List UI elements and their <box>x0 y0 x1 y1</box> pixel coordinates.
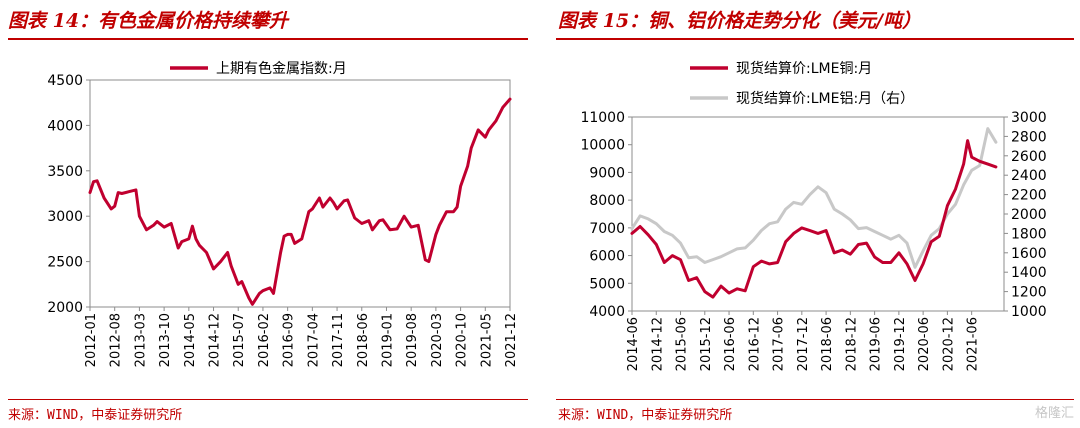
x-tick-label: 2014-12 <box>208 313 223 367</box>
x-tick-label: 2017-12 <box>796 317 811 371</box>
y2-tick-label: 1000 <box>1011 304 1047 320</box>
y2-tick-label: 1600 <box>1011 246 1047 262</box>
y-tick-label: 3500 <box>47 164 83 180</box>
x-tick-label: 2017-06 <box>772 317 787 371</box>
left-panel-title: 图表 14：有色金属价格持续攀升 <box>8 10 289 32</box>
y-tick-label: 2000 <box>47 300 83 316</box>
x-tick-label: 2014-12 <box>650 317 665 371</box>
legend-label-0: 上期有色金属指数:月 <box>216 60 347 77</box>
y2-tick-label: 3000 <box>1011 110 1047 126</box>
y-tick-label: 8000 <box>589 193 625 209</box>
x-tick-label: 2020-10 <box>455 313 470 367</box>
y-tick-label: 10000 <box>580 138 625 154</box>
y-tick-label: 7000 <box>589 221 625 237</box>
y-tick-label: 9000 <box>589 165 625 181</box>
x-tick-label: 2015-06 <box>675 317 690 371</box>
left-bottom-rule <box>8 399 528 400</box>
right-chart: 4000 5000 6000 7000 8000 9000 10000 11000 1000 12… <box>580 60 1047 371</box>
x-tick-label: 2021-06 <box>966 317 981 371</box>
x-tick-label: 2021-12 <box>504 313 519 367</box>
series-line-1 <box>630 127 998 269</box>
x-tick-label: 2019-08 <box>405 313 420 367</box>
x-tick-label: 2017-04 <box>306 313 321 367</box>
plot-frame <box>89 79 511 308</box>
y-tick-label: 3000 <box>47 209 83 225</box>
right-panel-title: 图表 15：铜、铝价格走势分化（美元/吨） <box>558 10 921 32</box>
x-tick-label: 2021-05 <box>479 313 494 367</box>
y-tick-label: 4000 <box>589 304 625 320</box>
y2-tick-label: 2200 <box>1011 188 1047 204</box>
y2-tick-label: 2400 <box>1011 168 1047 184</box>
y2-tick-label: 2600 <box>1011 149 1047 165</box>
x-tick-label: 2020-12 <box>941 317 956 371</box>
left-title-rule <box>8 38 528 40</box>
x-tick-label: 2016-12 <box>747 317 762 371</box>
y2-tick-label: 2800 <box>1011 129 1047 145</box>
x-tick-label: 2016-02 <box>257 313 272 367</box>
x-tick-label: 2014-06 <box>626 317 641 371</box>
x-tick-label: 2015-07 <box>232 313 247 367</box>
y-tick-label: 2500 <box>47 255 83 271</box>
left-chart: 2000 2500 3000 3500 4000 4500 2012-01 2012-08 20… <box>47 60 519 367</box>
y-tick-label: 4500 <box>47 73 83 89</box>
x-tick-label: 2015-12 <box>699 317 714 371</box>
x-tick-label: 2013-10 <box>158 313 173 367</box>
x-tick-label: 2016-06 <box>723 317 738 371</box>
x-tick-label: 2019-06 <box>869 317 884 371</box>
x-tick-label: 2017-11 <box>331 313 346 367</box>
series-line-0 <box>630 139 998 299</box>
x-tick-label: 2013-03 <box>133 313 148 367</box>
y2-tick-label: 1200 <box>1011 285 1047 301</box>
x-tick-label: 2014-05 <box>183 313 198 367</box>
series-line-0 <box>88 97 512 306</box>
right-title-rule <box>556 38 1074 40</box>
watermark: 格隆汇 <box>1034 406 1074 421</box>
legend-label-1: 现货结算价:LME铝:月（右） <box>736 90 914 107</box>
y2-tick-label: 1800 <box>1011 226 1047 242</box>
y-tick-label: 11000 <box>580 110 625 126</box>
x-tick-label: 2019-12 <box>893 317 908 371</box>
x-tick-label: 2019-01 <box>380 313 395 367</box>
x-tick-label: 2012-08 <box>109 313 124 367</box>
y2-tick-label: 2000 <box>1011 207 1047 223</box>
x-tick-label: 2020-06 <box>917 317 932 371</box>
y-tick-label: 4000 <box>47 118 83 134</box>
y2-tick-label: 1400 <box>1011 265 1047 281</box>
x-tick-label: 2012-01 <box>84 313 99 367</box>
x-tick-label: 2020-03 <box>430 313 445 367</box>
right-bottom-rule <box>556 399 1074 400</box>
y-tick-label: 5000 <box>589 276 625 292</box>
y-tick-label: 6000 <box>589 249 625 265</box>
x-tick-label: 2018-06 <box>356 313 371 367</box>
x-tick-label: 2018-06 <box>820 317 835 371</box>
left-source: 来源：WIND，中泰证券研究所 <box>8 408 183 423</box>
x-tick-label: 2018-12 <box>844 317 859 371</box>
x-tick-label: 2016-09 <box>282 313 297 367</box>
right-source: 来源：WIND，中泰证券研究所 <box>558 408 733 423</box>
legend-label-0: 现货结算价:LME铜:月 <box>736 60 872 77</box>
